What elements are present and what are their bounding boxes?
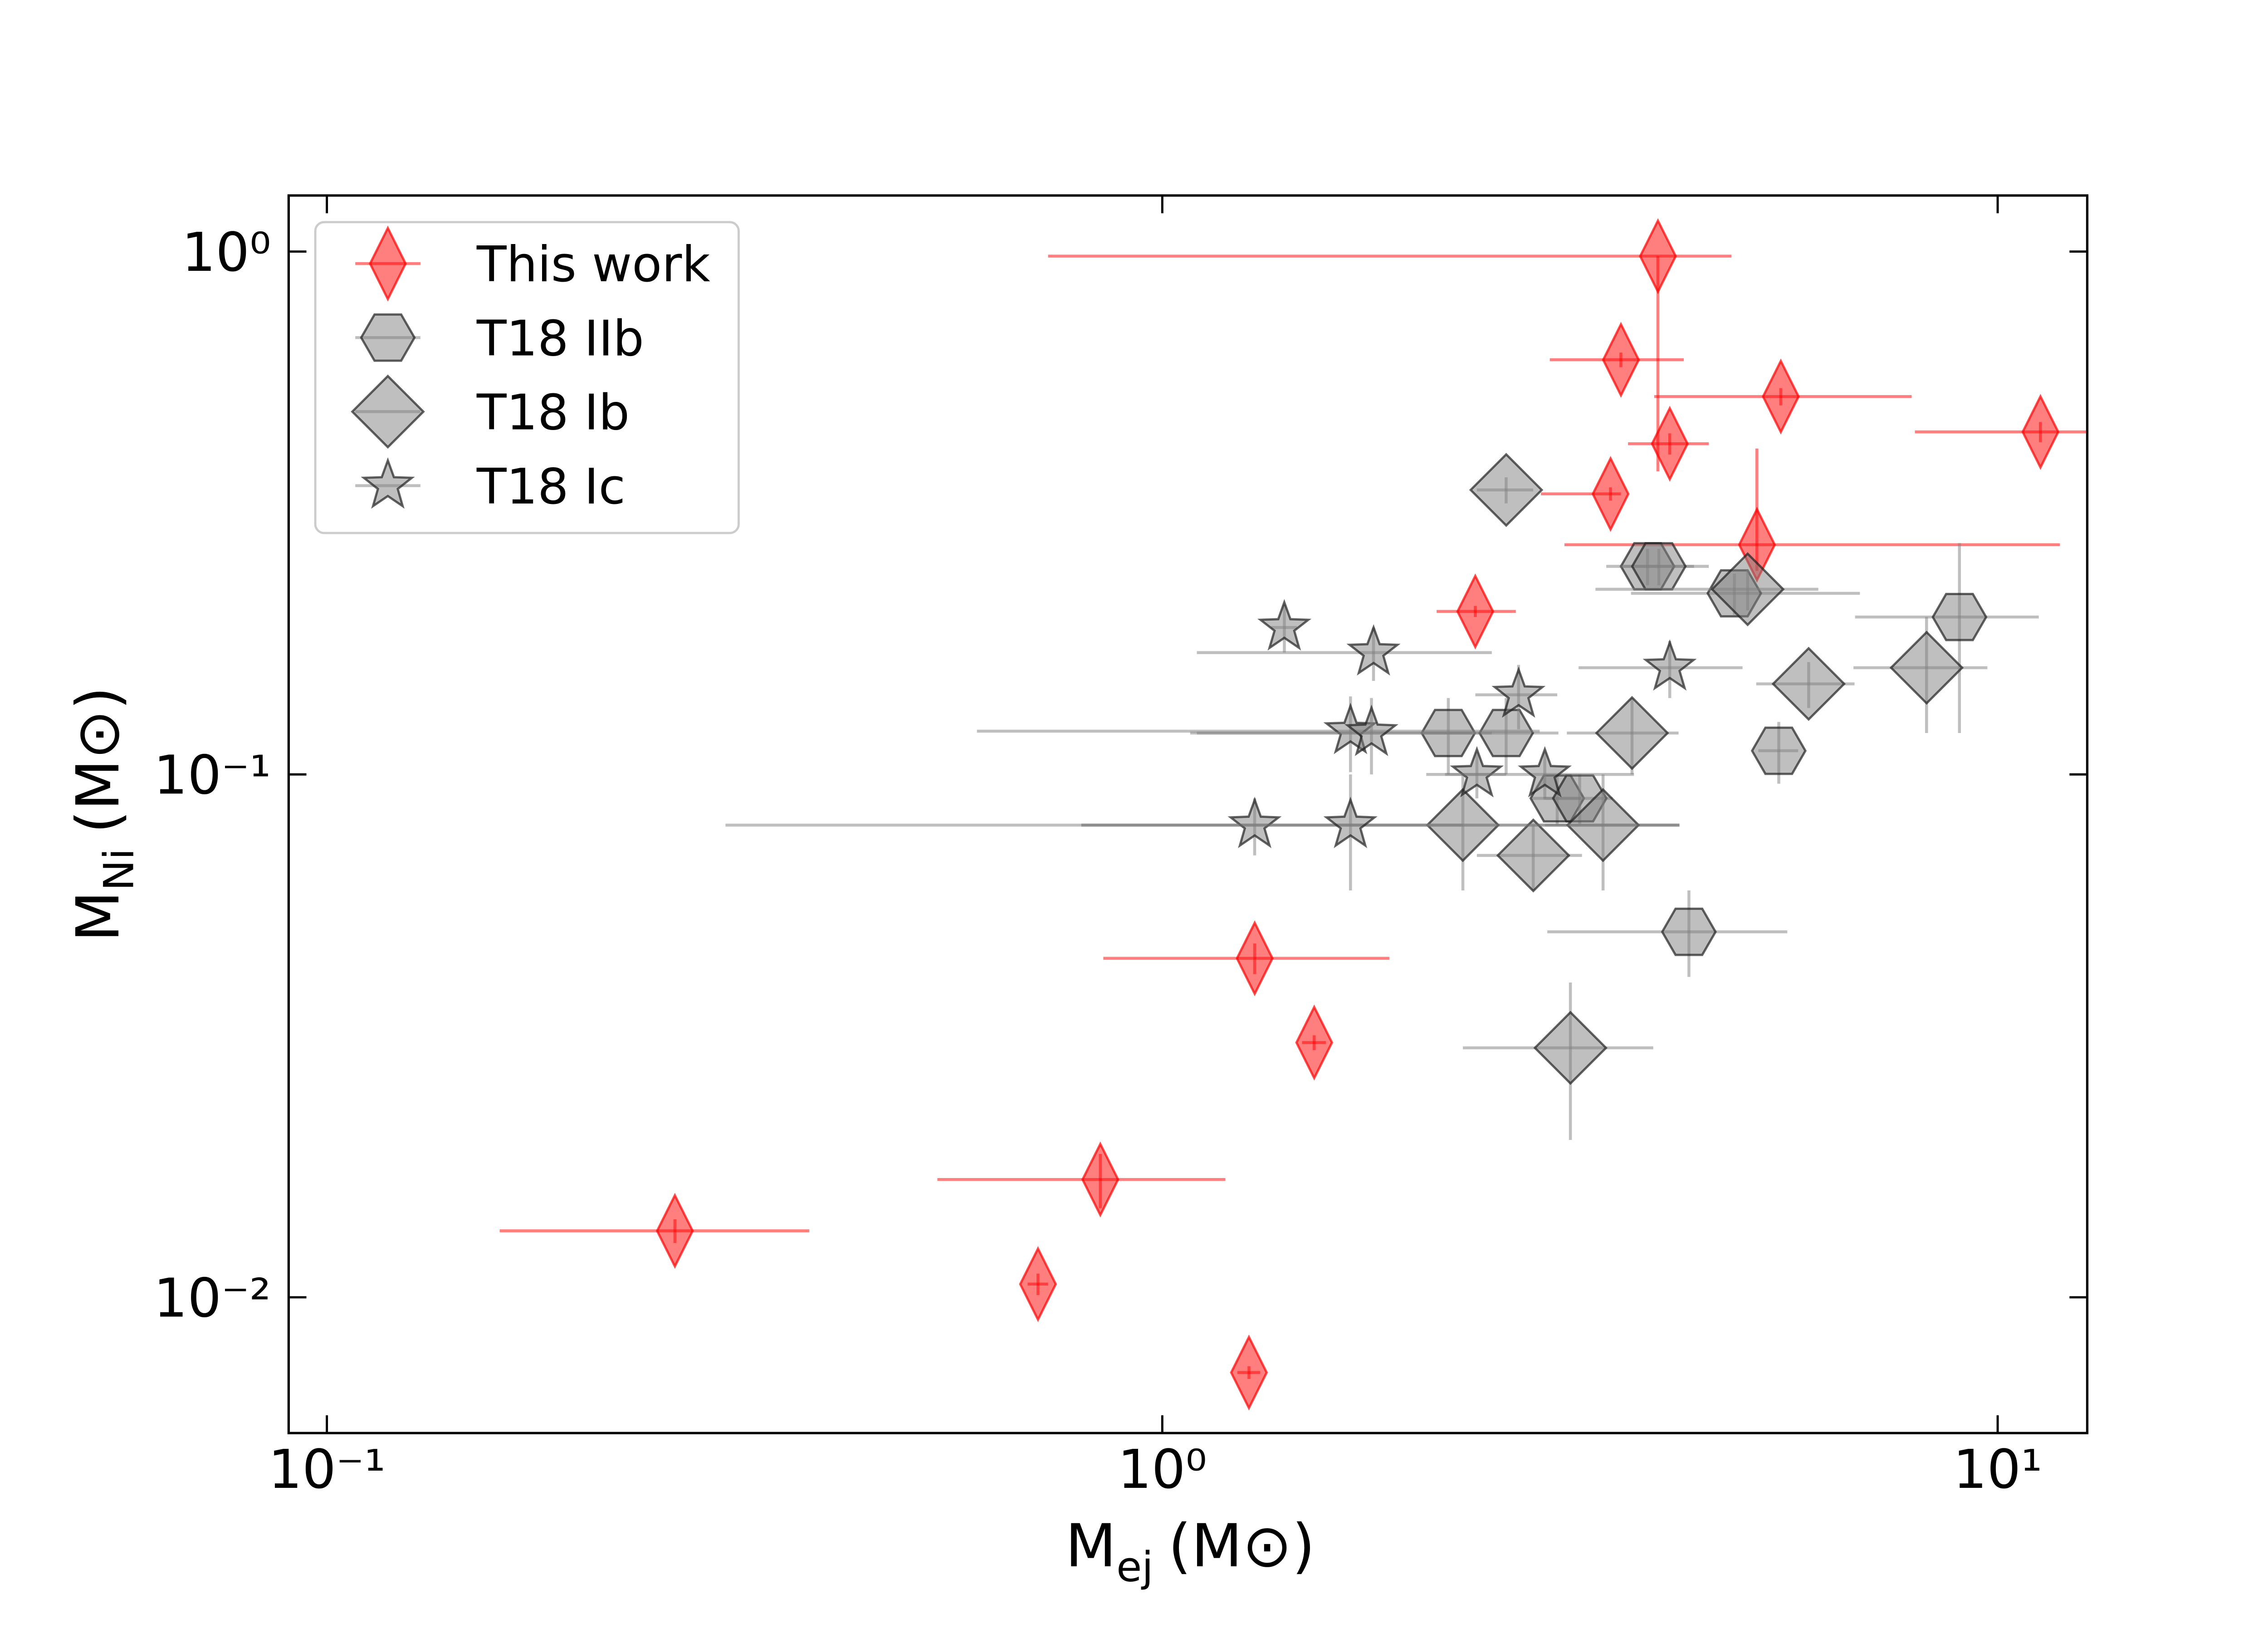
- point-group: [1915, 394, 2087, 470]
- point-group: [1549, 322, 1684, 398]
- y-axis-label: MNi (M⊙): [64, 687, 143, 942]
- marker: [1931, 593, 1988, 641]
- point-group: [1019, 1246, 1057, 1322]
- x-tick-label: 10⁰: [1118, 1438, 1207, 1501]
- legend-marker: [351, 374, 425, 449]
- point-group: [1853, 617, 1988, 733]
- marker: [1750, 726, 1807, 775]
- point-group: [1654, 358, 1912, 435]
- legend-marker: [360, 313, 416, 362]
- point-group: [1469, 453, 1544, 527]
- marker: [1591, 456, 1630, 532]
- y-tick-label: 10⁻²: [154, 1267, 271, 1329]
- marker: [1230, 1334, 1268, 1411]
- point-group: [1620, 542, 1694, 591]
- axes-frame: [287, 194, 2089, 1434]
- marker: [1602, 322, 1640, 398]
- marker: [1469, 453, 1544, 527]
- y-label-subscript: Ni: [95, 848, 143, 891]
- marker: [1518, 746, 1572, 797]
- marker: [1889, 631, 1964, 705]
- x-axis-label: Mej (M⊙): [1065, 1511, 1315, 1591]
- legend-marker: [369, 225, 407, 302]
- point-group: [499, 1193, 810, 1269]
- x-label-subscript: ej: [1116, 1543, 1154, 1591]
- point-group: [1463, 982, 1653, 1140]
- marker: [1227, 797, 1282, 848]
- marker: [1346, 624, 1401, 676]
- y-tick-label: 10⁻¹: [154, 744, 271, 807]
- marker: [1661, 907, 1717, 956]
- marker: [1496, 818, 1571, 893]
- x-label-symbol: M: [1065, 1511, 1116, 1580]
- point-group: [1750, 722, 1807, 784]
- point-group: [1595, 552, 1818, 626]
- point-group: [1855, 543, 2039, 733]
- marker: [1639, 218, 1677, 294]
- plot-area: [499, 218, 2087, 1411]
- marker: [1762, 358, 1800, 435]
- legend-label: This work: [476, 236, 711, 293]
- legend-label: T18 Ib: [476, 385, 630, 441]
- point-group: [1628, 406, 1709, 482]
- marker: [2021, 394, 2060, 470]
- point-group: [1103, 920, 1389, 997]
- marker: [1456, 573, 1495, 650]
- marker: [1651, 406, 1689, 482]
- point-group: [1476, 818, 1582, 893]
- marker: [655, 1193, 694, 1269]
- legend-label: T18 IIb: [476, 310, 644, 367]
- point-group: [1567, 696, 1679, 775]
- marker: [1019, 1246, 1057, 1322]
- point-group: [937, 1141, 1226, 1217]
- marker: [1595, 696, 1669, 770]
- legend: This work T18 IIb T18 Ib T18 Ic: [351, 225, 711, 515]
- point-group: [1230, 1334, 1268, 1411]
- point-group: [1541, 456, 1630, 532]
- point-group: [1579, 639, 1743, 698]
- point-group: [1081, 774, 1680, 890]
- marker: [1642, 639, 1697, 691]
- marker: [1236, 920, 1274, 997]
- legend-label: T18 Ic: [476, 459, 626, 515]
- legend-box: [314, 221, 740, 534]
- point-group: [1547, 890, 1788, 977]
- marker: [1533, 1011, 1608, 1085]
- x-tick-label: 10⁻¹: [268, 1438, 386, 1501]
- x-label-unit: (M⊙): [1168, 1511, 1315, 1580]
- marker: [1323, 797, 1378, 848]
- marker: [1295, 1004, 1334, 1081]
- point-group: [1257, 599, 1312, 653]
- legend-marker: [361, 457, 415, 509]
- point-group: [1190, 698, 1492, 775]
- point-group: [1756, 646, 1855, 721]
- point-group: [1197, 624, 1492, 681]
- y-label-symbol: M: [64, 891, 132, 942]
- y-tick-label: 10⁰: [182, 221, 271, 284]
- marker: [1257, 599, 1312, 651]
- point-group: [1048, 218, 1731, 471]
- point-group: [1295, 1004, 1334, 1081]
- marker: [1344, 704, 1398, 756]
- marker: [1771, 646, 1846, 721]
- point-group: [1475, 665, 1558, 729]
- point-group: [1426, 746, 1634, 798]
- point-group: [1437, 573, 1516, 650]
- marker: [1450, 746, 1504, 797]
- marker: [1711, 552, 1785, 626]
- marker: [1081, 1141, 1119, 1217]
- y-label-unit: (M⊙): [64, 687, 132, 834]
- marker: [1491, 666, 1546, 718]
- x-tick-label: 10¹: [1953, 1438, 2043, 1501]
